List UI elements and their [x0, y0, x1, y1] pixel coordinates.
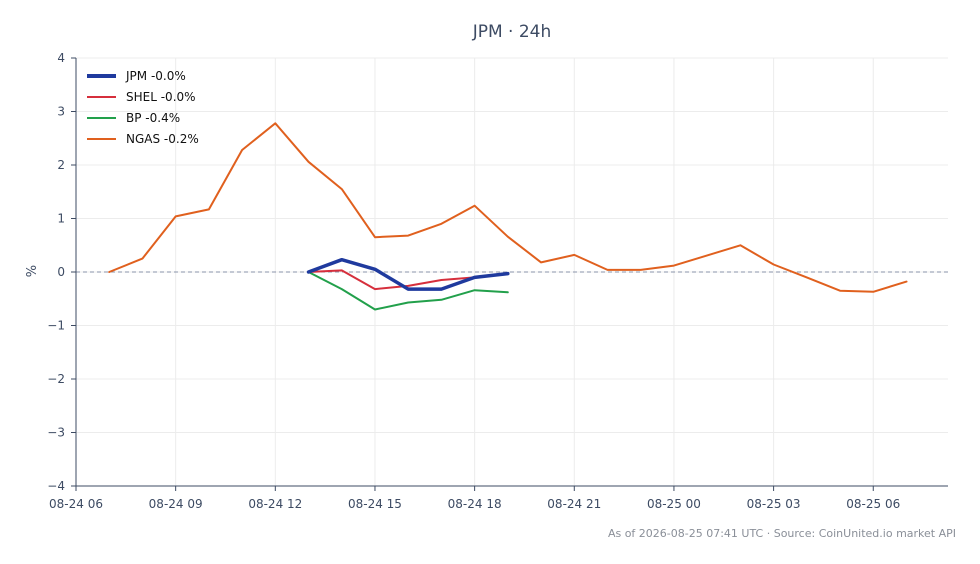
y-tick-label: 1	[57, 212, 65, 226]
legend-label-shel: SHEL -0.0%	[126, 90, 196, 104]
y-tick-label: 3	[57, 105, 65, 119]
series-line-bp	[307, 271, 509, 311]
legend-label-bp: BP -0.4%	[126, 111, 180, 125]
tick-labels: 4 3 2 1 0 −1 −2 −3 −4 08-24 06 08-24 09 08-24 12 08-…	[47, 51, 900, 511]
y-tick-label: 0	[57, 265, 65, 279]
x-tick-label: 08-24 21	[547, 497, 601, 511]
series-line-jpm	[306, 257, 510, 291]
y-tick-label: 4	[57, 51, 65, 65]
y-axis-label: %	[25, 265, 40, 277]
series-line-ngas	[108, 122, 908, 293]
y-tick-label: −2	[47, 372, 65, 386]
x-tick-label: 08-25 06	[846, 497, 900, 511]
x-tick-label: 08-25 00	[647, 497, 701, 511]
x-tick-label: 08-25 03	[747, 497, 801, 511]
y-tick-label: −4	[47, 479, 65, 493]
x-tick-label: 08-24 12	[248, 497, 302, 511]
y-tick-label: −3	[47, 426, 65, 440]
x-tick-label: 08-24 09	[149, 497, 203, 511]
y-tick-label: −1	[47, 319, 65, 333]
legend-label-jpm: JPM -0.0%	[125, 69, 186, 83]
series-lines	[108, 122, 908, 311]
y-tick-label: 2	[57, 158, 65, 172]
legend-label-ngas: NGAS -0.2%	[126, 132, 199, 146]
footer-source-note: As of 2026-08-25 07:41 UTC · Source: Coi…	[608, 527, 956, 540]
x-tick-label: 08-24 06	[49, 497, 103, 511]
chart-title: JPM · 24h	[472, 22, 552, 42]
x-tick-label: 08-24 15	[348, 497, 402, 511]
legend: JPM -0.0% SHEL -0.0% BP -0.4% NGAS -0.2%	[87, 69, 199, 146]
x-tick-label: 08-24 18	[448, 497, 502, 511]
axes	[71, 57, 948, 491]
